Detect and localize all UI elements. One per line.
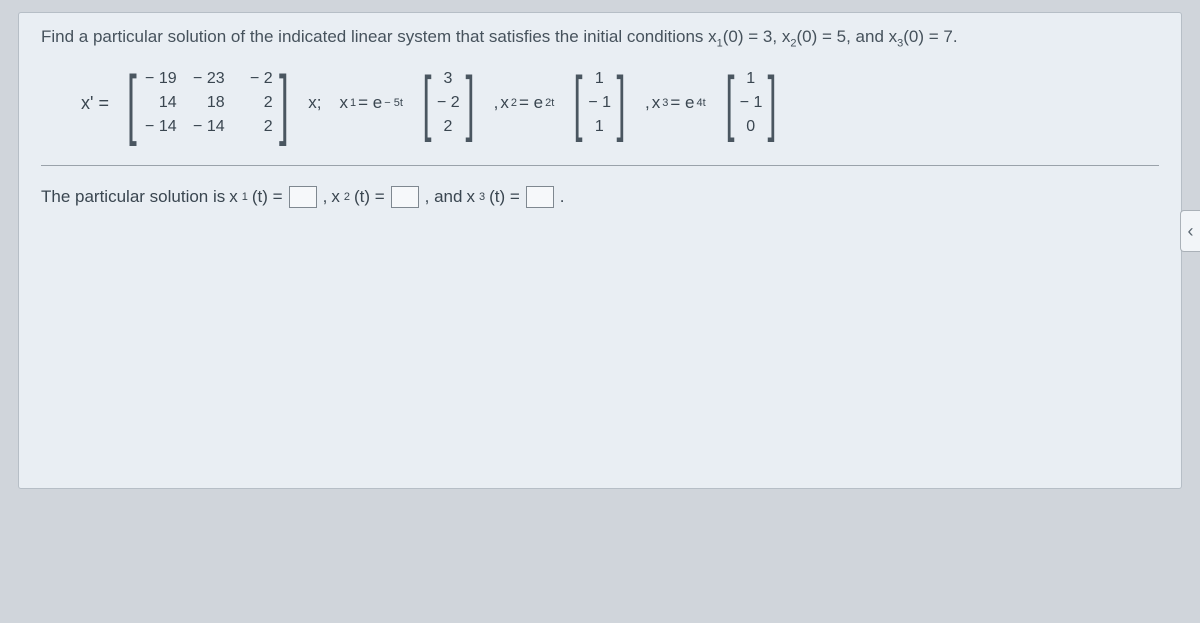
- lhs-label: x' =: [81, 93, 111, 114]
- ans-sep1: ,: [323, 187, 328, 207]
- A-1-2: 2: [239, 94, 273, 112]
- ans2-var: x: [331, 187, 340, 207]
- bracket-left-icon: [: [422, 69, 431, 137]
- ans1-var: x: [229, 187, 238, 207]
- vec2: [ 1 − 1 1 ]: [568, 68, 631, 138]
- t2-eq: = e: [519, 93, 543, 113]
- sep1: ,: [772, 27, 781, 46]
- t3-expv: t: [703, 97, 706, 109]
- ans-sep2: , and: [425, 187, 463, 207]
- t3-lead: ,: [645, 93, 650, 113]
- ans2-sub: 2: [344, 191, 350, 203]
- t2-sub: 2: [511, 97, 517, 109]
- t3-sub: 3: [662, 97, 668, 109]
- vec1: [ 3 − 2 2 ]: [417, 68, 480, 138]
- answer-lead: The particular solution is: [41, 187, 225, 207]
- vec3: [ 1 − 1 0 ]: [720, 68, 783, 138]
- A-0-2: − 2: [239, 70, 273, 88]
- bracket-right-icon: ]: [465, 69, 474, 137]
- A-2-1: − 14: [191, 118, 225, 136]
- term3-label: , x3 = e4t: [645, 93, 706, 113]
- bracket-left-icon: [: [127, 67, 137, 139]
- A-2-0: − 14: [143, 118, 177, 136]
- t1-eq: = e: [358, 93, 382, 113]
- term1-label: x1 = e− 5t: [340, 93, 403, 113]
- A-2-2: 2: [239, 118, 273, 136]
- t1-sub: 1: [350, 97, 356, 109]
- answer-blank-2[interactable]: [391, 186, 419, 208]
- chevron-left-icon: ‹: [1188, 221, 1194, 242]
- A-0-0: − 19: [143, 70, 177, 88]
- t2-lead: ,: [494, 93, 499, 113]
- answer-period: .: [560, 187, 565, 207]
- prompt-text: Find a particular solution of the indica…: [41, 27, 1159, 49]
- v1-2: 2: [437, 118, 459, 136]
- ans3-tail: (t) =: [489, 187, 520, 207]
- v1-0: 3: [437, 70, 459, 88]
- bracket-right-icon: ]: [279, 67, 289, 139]
- A-0-1: − 23: [191, 70, 225, 88]
- equation-row: x' = [ − 19 − 23 − 2 14 18 2 − 14 − 14 2: [41, 59, 1159, 159]
- sep2: , and: [846, 27, 889, 46]
- side-tool-tab[interactable]: ‹: [1180, 210, 1200, 252]
- t1-coef: − 5: [384, 97, 400, 109]
- prompt-lead: Find a particular solution of the indica…: [41, 27, 708, 46]
- ans2-tail: (t) =: [354, 187, 385, 207]
- t1-expv: t: [400, 97, 403, 109]
- v1-1: − 2: [437, 94, 460, 112]
- t2-var: x: [500, 93, 509, 113]
- term2-label: , x2 = e2t: [494, 93, 555, 113]
- answer-blank-1[interactable]: [289, 186, 317, 208]
- v3-2: 0: [740, 118, 762, 136]
- ic1-arg: (0) =: [723, 27, 763, 46]
- bracket-left-icon: [: [574, 69, 583, 137]
- t1-var: x: [340, 93, 349, 113]
- question-panel: Find a particular solution of the indica…: [18, 12, 1182, 489]
- ans3-sub: 3: [479, 191, 485, 203]
- ic1-var: x: [708, 27, 717, 46]
- A-1-1: 18: [191, 94, 225, 112]
- ic1-val: 3: [763, 27, 772, 46]
- v2-0: 1: [588, 70, 610, 88]
- A-1-0: 14: [143, 94, 177, 112]
- v2-2: 1: [588, 118, 610, 136]
- v3-1: − 1: [740, 94, 763, 112]
- v3-0: 1: [740, 70, 762, 88]
- ic3-arg: (0) =: [903, 27, 943, 46]
- v2-1: − 1: [588, 94, 611, 112]
- ic3-val: 7: [943, 27, 952, 46]
- answer-line: The particular solution is x1(t) = , x2(…: [41, 186, 1159, 208]
- ans3-var: x: [466, 187, 475, 207]
- ic2-val: 5: [837, 27, 846, 46]
- ans1-sub: 1: [242, 191, 248, 203]
- t3-eq: = e: [670, 93, 694, 113]
- t3-var: x: [652, 93, 661, 113]
- answer-blank-3[interactable]: [526, 186, 554, 208]
- t2-expv: t: [551, 97, 554, 109]
- bracket-right-icon: ]: [617, 69, 626, 137]
- ic3-var: x: [889, 27, 898, 46]
- post-x-label: x;: [308, 93, 321, 113]
- bracket-left-icon: [: [725, 69, 734, 137]
- ic2-arg: (0) =: [796, 27, 836, 46]
- ans1-tail: (t) =: [252, 187, 283, 207]
- divider: [41, 165, 1159, 166]
- bracket-right-icon: ]: [768, 69, 777, 137]
- matrix-A: [ − 19 − 23 − 2 14 18 2 − 14 − 14 2: [121, 67, 294, 139]
- prompt-period: .: [953, 27, 958, 46]
